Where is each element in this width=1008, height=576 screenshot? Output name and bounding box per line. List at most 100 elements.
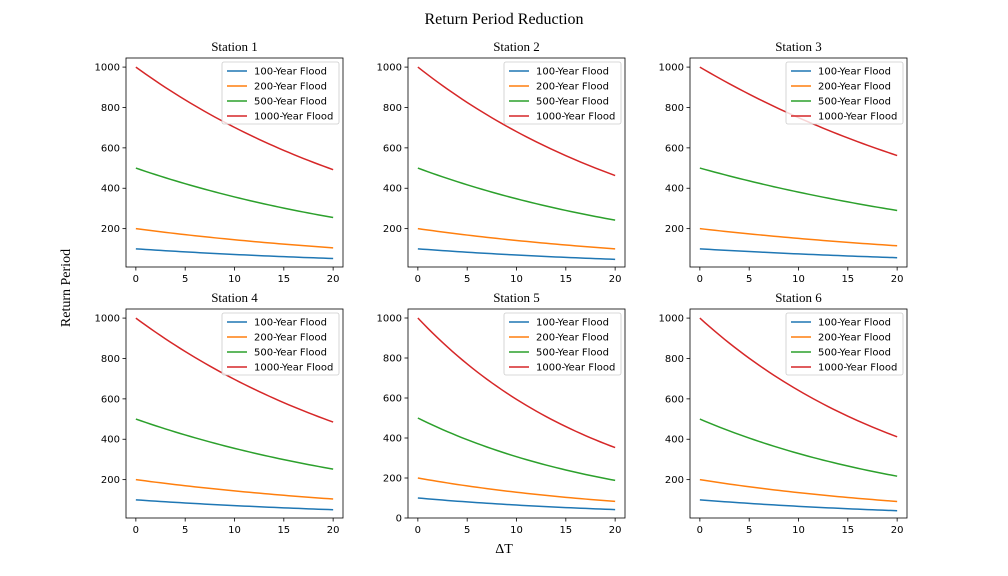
legend-label: 1000-Year Flood bbox=[536, 363, 615, 374]
legend-label: 100-Year Flood bbox=[536, 318, 609, 329]
legend-label: 1000-Year Flood bbox=[254, 112, 333, 123]
y-tick-label: 1000 bbox=[95, 63, 120, 74]
subplot-6: Station 6 0 5 10 15 20 200 400 600 800 1000 100-Yea… bbox=[659, 290, 908, 536]
legend-label: 1000-Year Flood bbox=[536, 112, 615, 123]
series-line-100-year-flood bbox=[135, 499, 334, 511]
x-tick-label: 10 bbox=[792, 274, 805, 285]
y-tick-label: 400 bbox=[101, 435, 120, 446]
x-tick-label: 15 bbox=[277, 525, 290, 536]
y-tick-label: 200 bbox=[383, 224, 402, 235]
series-line-200-year-flood bbox=[135, 478, 334, 500]
legend-label: 200-Year Flood bbox=[818, 333, 891, 344]
legend-label: 500-Year Flood bbox=[818, 97, 891, 108]
y-tick-label: 400 bbox=[665, 435, 684, 446]
y-tick-label: 1000 bbox=[377, 63, 402, 74]
x-tick-label: 5 bbox=[464, 525, 470, 536]
subplot-4: Station 4 0 5 10 15 20 200 400 600 800 1000 100-Yea… bbox=[95, 290, 344, 536]
x-tick-label: 15 bbox=[841, 525, 854, 536]
legend-label: 100-Year Flood bbox=[818, 318, 891, 329]
x-tick-label: 15 bbox=[277, 274, 290, 285]
legend-label: 200-Year Flood bbox=[536, 333, 609, 344]
x-tick-label: 20 bbox=[609, 274, 622, 285]
subplot-title: Station 4 bbox=[211, 290, 258, 305]
x-tick-label: 10 bbox=[792, 525, 805, 536]
x-tick-label: 15 bbox=[559, 274, 572, 285]
subplot-title: Station 5 bbox=[493, 290, 540, 305]
subplot-title: Station 3 bbox=[775, 39, 822, 54]
y-tick-label: 0 bbox=[396, 514, 402, 525]
legend-label: 100-Year Flood bbox=[536, 67, 609, 78]
legend-label: 500-Year Flood bbox=[254, 348, 327, 359]
y-tick-label: 400 bbox=[383, 434, 402, 445]
x-tick-label: 10 bbox=[510, 274, 523, 285]
legend-label: 200-Year Flood bbox=[254, 333, 327, 344]
legend: 100-Year Flood 200-Year Flood 500-Year Flo… bbox=[221, 61, 340, 125]
x-tick-label: 20 bbox=[891, 274, 904, 285]
series-line-100-year-flood bbox=[417, 248, 616, 261]
series-line-500-year-flood bbox=[135, 167, 334, 219]
y-tick-label: 600 bbox=[101, 394, 120, 405]
series-line-500-year-flood bbox=[417, 417, 616, 482]
y-tick-label: 600 bbox=[665, 394, 684, 405]
legend-box bbox=[503, 312, 622, 376]
y-tick-label: 800 bbox=[383, 354, 402, 365]
subplot-title: Station 1 bbox=[211, 39, 258, 54]
x-tick-label: 0 bbox=[415, 525, 421, 536]
subplot-title: Station 2 bbox=[493, 39, 540, 54]
y-tick-label: 800 bbox=[383, 103, 402, 114]
legend-label: 500-Year Flood bbox=[818, 348, 891, 359]
x-tick-label: 5 bbox=[746, 274, 752, 285]
x-tick-label: 0 bbox=[415, 274, 421, 285]
y-tick-label: 1000 bbox=[95, 314, 120, 325]
y-tick-label: 800 bbox=[101, 354, 120, 365]
y-tick-label: 200 bbox=[101, 475, 120, 486]
series-line-1000-year-flood bbox=[135, 66, 334, 171]
x-tick-label: 5 bbox=[182, 525, 188, 536]
y-tick-label: 1000 bbox=[377, 314, 402, 325]
figure-title: Return Period Reduction bbox=[424, 11, 583, 28]
legend-label: 500-Year Flood bbox=[254, 97, 327, 108]
x-tick-label: 20 bbox=[609, 525, 622, 536]
x-tick-label: 0 bbox=[133, 525, 139, 536]
y-tick-label: 200 bbox=[665, 224, 684, 235]
legend: 100-Year Flood 200-Year Flood 500-Year Flo… bbox=[785, 312, 904, 376]
legend: 100-Year Flood 200-Year Flood 500-Year Flo… bbox=[503, 61, 622, 125]
series-line-1000-year-flood bbox=[417, 317, 616, 449]
x-tick-label: 5 bbox=[464, 274, 470, 285]
legend-box bbox=[785, 61, 904, 125]
y-tick-label: 600 bbox=[101, 143, 120, 154]
legend-label: 500-Year Flood bbox=[536, 97, 609, 108]
legend: 100-Year Flood 200-Year Flood 500-Year Flo… bbox=[785, 61, 904, 125]
series-line-100-year-flood bbox=[699, 499, 898, 512]
legend-label: 100-Year Flood bbox=[254, 67, 327, 78]
series-line-200-year-flood bbox=[699, 227, 898, 247]
x-tick-label: 20 bbox=[891, 525, 904, 536]
legend-label: 200-Year Flood bbox=[536, 82, 609, 93]
legend-label: 100-Year Flood bbox=[818, 67, 891, 78]
subplot-2: Station 2 0 5 10 15 20 200 400 600 800 1000 100-Yea… bbox=[377, 39, 626, 285]
legend-label: 100-Year Flood bbox=[254, 318, 327, 329]
series-line-500-year-flood bbox=[699, 167, 898, 212]
series-line-200-year-flood bbox=[417, 477, 616, 503]
series-line-200-year-flood bbox=[135, 227, 334, 249]
legend-box bbox=[785, 312, 904, 376]
y-tick-label: 800 bbox=[665, 354, 684, 365]
y-tick-label: 200 bbox=[101, 224, 120, 235]
y-axis-label: Return Period bbox=[59, 249, 74, 327]
series-line-100-year-flood bbox=[699, 248, 898, 259]
subplot-title: Station 6 bbox=[775, 290, 822, 305]
legend-label: 500-Year Flood bbox=[536, 348, 609, 359]
series-line-200-year-flood bbox=[417, 227, 616, 250]
series-line-500-year-flood bbox=[699, 418, 898, 477]
series-line-200-year-flood bbox=[699, 478, 898, 503]
legend-box bbox=[221, 61, 340, 125]
legend-label: 200-Year Flood bbox=[254, 82, 327, 93]
series-line-1000-year-flood bbox=[135, 317, 334, 423]
y-tick-label: 200 bbox=[665, 475, 684, 486]
y-tick-label: 600 bbox=[383, 394, 402, 405]
series-line-100-year-flood bbox=[417, 497, 616, 511]
y-tick-label: 400 bbox=[101, 184, 120, 195]
